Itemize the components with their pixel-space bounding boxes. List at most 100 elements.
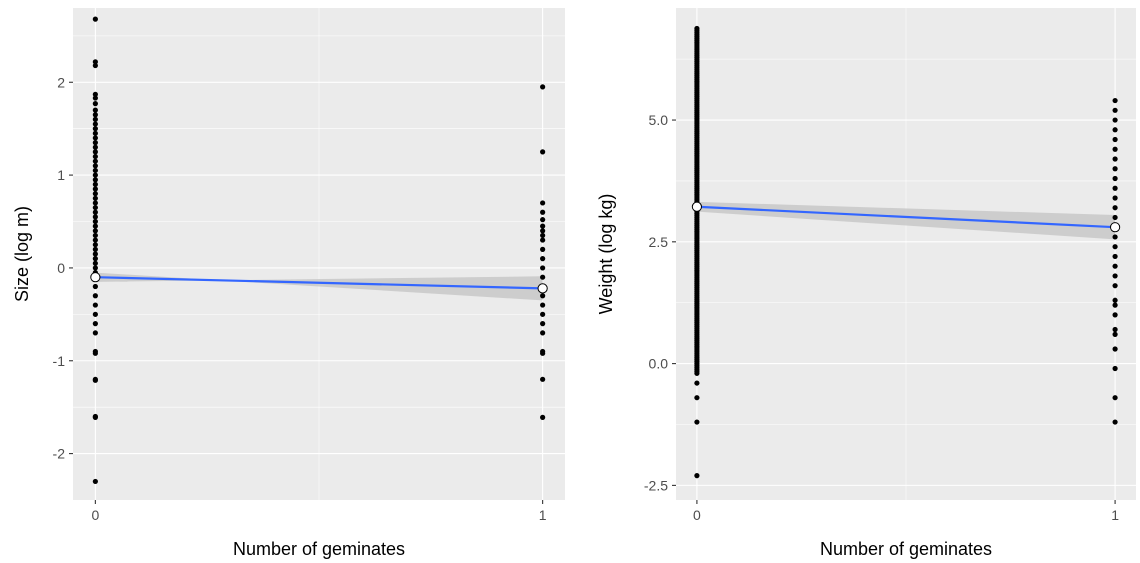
data-point <box>1112 346 1118 352</box>
data-point <box>1112 117 1118 123</box>
y-tick-label: 5.0 <box>649 112 669 128</box>
data-point <box>92 302 98 308</box>
data-point <box>1112 283 1118 289</box>
data-point <box>92 265 98 271</box>
data-point <box>540 256 546 262</box>
data-point <box>92 107 98 113</box>
data-point <box>92 112 98 118</box>
data-point <box>92 293 98 299</box>
data-point <box>1112 136 1118 143</box>
y-axis-title: Weight (log kg) <box>596 194 616 315</box>
data-point <box>540 200 546 206</box>
regression-line <box>696 205 1116 229</box>
data-point <box>1112 107 1118 113</box>
data-point <box>92 321 98 327</box>
data-point <box>92 116 98 122</box>
data-point <box>1112 234 1118 240</box>
data-point <box>1112 302 1118 308</box>
regression-line <box>95 276 543 290</box>
data-point <box>92 218 98 225</box>
data-point <box>1112 185 1118 191</box>
data-point <box>1112 195 1118 201</box>
data-point <box>92 251 98 257</box>
data-point <box>1112 419 1118 425</box>
data-point <box>92 167 98 174</box>
data-point <box>92 135 98 141</box>
data-point <box>540 293 546 299</box>
data-point <box>92 140 98 146</box>
data-point <box>540 330 546 336</box>
data-point <box>92 311 98 317</box>
y-tick-label: 0 <box>57 260 65 276</box>
y-tick-label: 2.5 <box>649 234 669 250</box>
x-tick-label: 0 <box>91 507 99 523</box>
data-point <box>92 232 98 239</box>
data-point <box>92 121 98 127</box>
data-point <box>92 223 98 229</box>
data-point <box>92 195 98 201</box>
data-point <box>1112 273 1118 279</box>
data-point <box>694 395 700 401</box>
data-point <box>92 91 98 97</box>
data-point <box>1112 156 1118 162</box>
y-tick-label: 2 <box>57 74 65 90</box>
data-point <box>1112 326 1118 333</box>
y-axis-title: Size (log m) <box>12 206 32 302</box>
data-point <box>540 265 546 271</box>
data-point <box>694 25 700 32</box>
x-axis-title: Number of geminates <box>820 539 992 559</box>
data-point <box>1112 244 1118 250</box>
data-point <box>92 16 98 22</box>
data-point <box>92 177 98 183</box>
data-point <box>92 59 98 65</box>
data-point <box>92 228 98 234</box>
data-point <box>540 246 546 252</box>
data-point <box>540 321 546 327</box>
y-tick-label: -1 <box>53 353 66 369</box>
data-point <box>540 228 546 234</box>
data-point <box>1112 253 1118 260</box>
data-point <box>92 191 98 197</box>
data-point <box>1112 263 1118 269</box>
group-mean-point <box>537 283 548 294</box>
data-point <box>1112 175 1118 182</box>
data-point <box>92 204 98 211</box>
data-point <box>540 217 546 223</box>
data-point <box>1112 331 1118 337</box>
data-point <box>1112 146 1118 152</box>
data-point <box>92 101 98 107</box>
x-tick-label: 1 <box>539 507 547 523</box>
data-point <box>1112 214 1118 221</box>
data-point <box>1112 365 1118 372</box>
data-point <box>92 186 98 192</box>
y-tick-label: 1 <box>57 167 65 183</box>
data-point <box>540 149 546 155</box>
data-point <box>92 237 98 243</box>
data-point <box>92 163 98 169</box>
x-tick-label: 0 <box>693 507 701 523</box>
data-point <box>1112 395 1118 401</box>
group-mean-point <box>1109 222 1121 233</box>
data-point <box>92 414 98 420</box>
data-point <box>92 246 98 252</box>
data-point <box>92 144 98 150</box>
data-point <box>92 153 98 160</box>
data-point <box>92 181 98 187</box>
data-point <box>92 330 98 336</box>
y-tick-label: -2 <box>53 446 66 462</box>
data-point <box>92 283 98 290</box>
data-point <box>540 84 546 90</box>
data-point <box>1112 97 1118 104</box>
data-point <box>92 350 98 356</box>
data-point <box>92 260 98 266</box>
data-point <box>1112 166 1118 172</box>
data-point <box>92 130 98 136</box>
data-point <box>540 223 546 229</box>
group-mean-point <box>691 201 703 212</box>
data-point <box>540 376 546 382</box>
data-point <box>92 95 98 101</box>
data-point <box>92 256 98 262</box>
x-axis-title: Number of geminates <box>233 539 405 559</box>
data-point <box>540 350 546 356</box>
